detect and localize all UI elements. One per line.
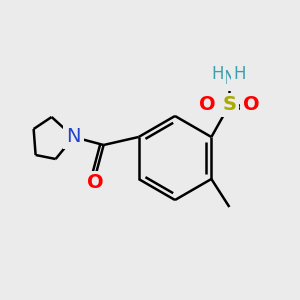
Text: N: N [66, 128, 81, 146]
Text: O: O [87, 173, 104, 193]
Text: O: O [199, 95, 216, 115]
Text: S: S [222, 95, 236, 115]
Text: N: N [222, 70, 237, 88]
Text: O: O [243, 95, 260, 115]
Text: H: H [233, 65, 246, 83]
Text: H: H [211, 65, 224, 83]
